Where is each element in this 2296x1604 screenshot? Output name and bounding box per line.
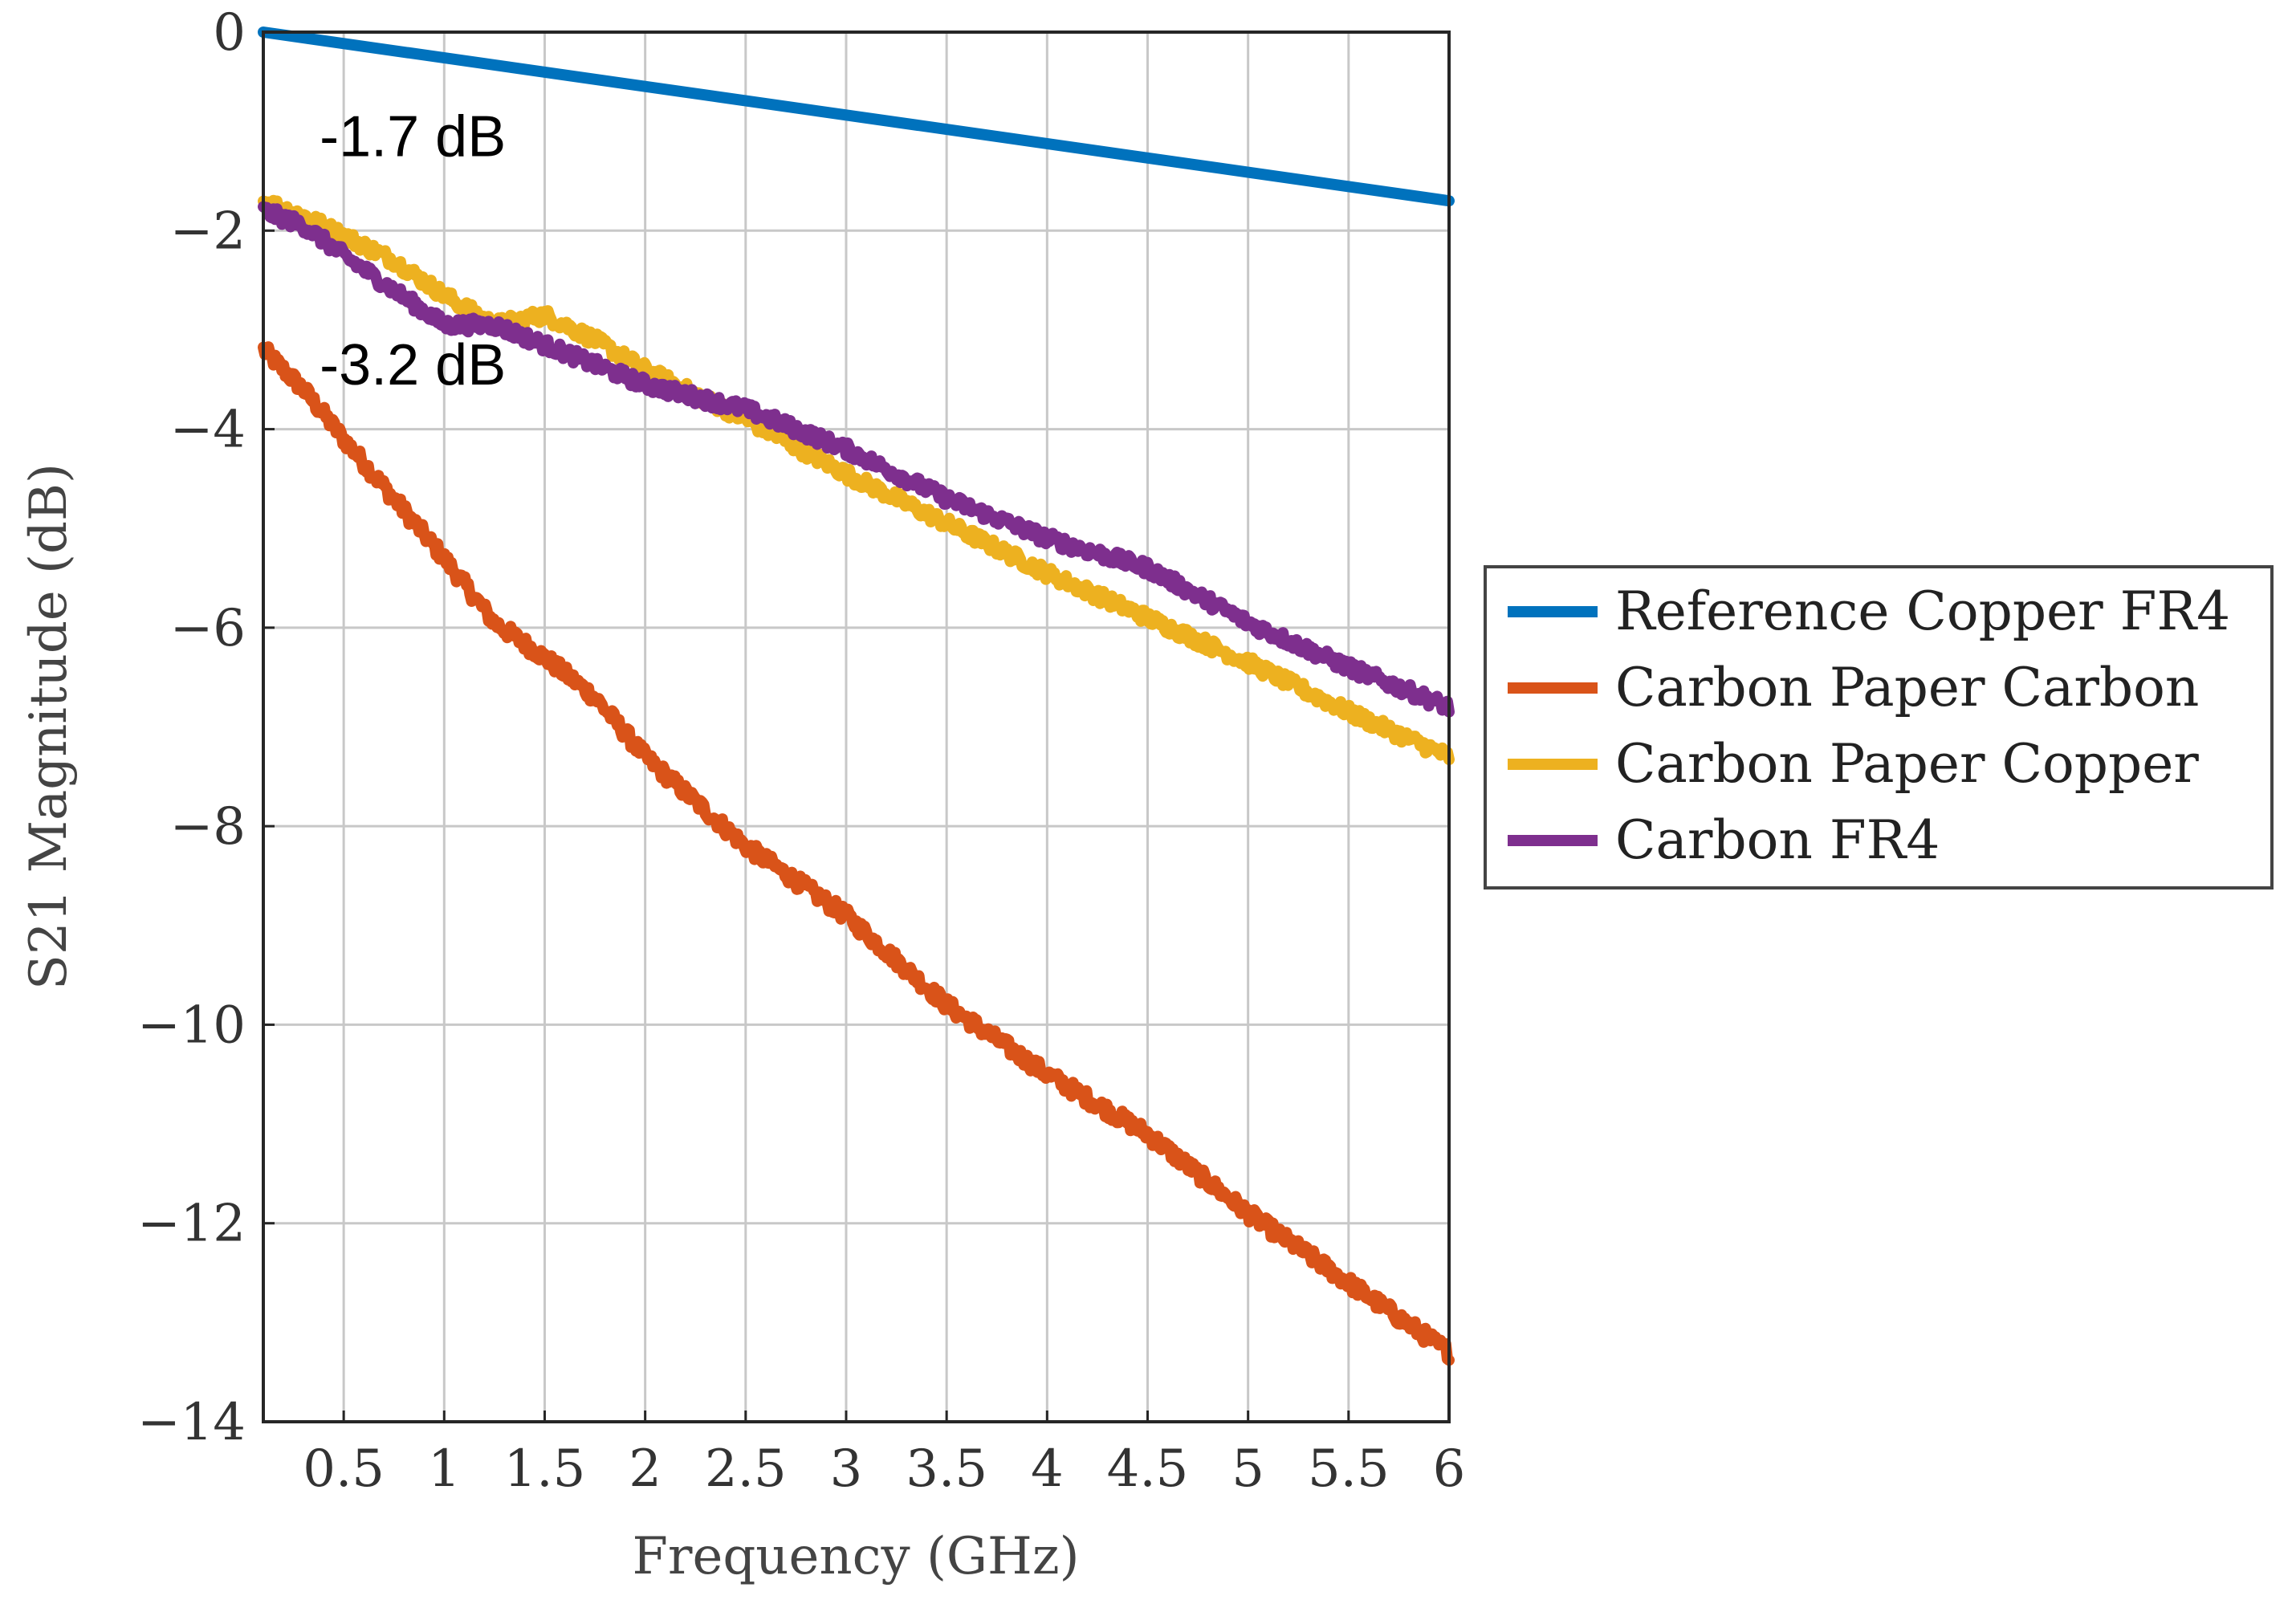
x-axis-label: Frequency (GHz)	[632, 1527, 1079, 1586]
x-tick-label: 4	[1031, 1439, 1064, 1499]
plot-frame	[262, 31, 1451, 1423]
y-tick-label: −12	[137, 1195, 246, 1254]
y-tick-label: −6	[170, 599, 246, 658]
x-axis-ticks: 0.5 1 1.5 2 2.5 3 3.5 4 4.5 5 5.5 6	[303, 1411, 1465, 1499]
annotations: -1.7 dB -3.2 dB	[320, 105, 506, 397]
legend-label-4: Carbon FR4	[1615, 809, 1940, 871]
x-tick-label: 1.5	[504, 1439, 586, 1499]
annotation-label-1: -1.7 dB	[320, 105, 506, 169]
y-axis-ticks: 0 −2 −4 −6 −8 −10 −12 −14	[137, 3, 275, 1452]
grid	[263, 31, 1451, 1423]
x-tick-label: 0.5	[303, 1439, 385, 1499]
x-tick-label: 5.5	[1308, 1439, 1390, 1499]
x-tick-label: 6	[1433, 1439, 1466, 1499]
legend-label-1: Reference Copper FR4	[1615, 580, 2230, 642]
y-tick-label: −14	[137, 1393, 246, 1452]
series-line-2	[258, 341, 1455, 1366]
y-tick-label: −2	[170, 202, 246, 261]
annotation-label-2: -3.2 dB	[320, 333, 506, 397]
series-line-3	[258, 194, 1455, 766]
y-tick-label: −4	[170, 401, 246, 460]
y-tick-label: −10	[137, 995, 246, 1055]
x-tick-label: 1	[428, 1439, 461, 1499]
legend: Reference Copper FR4 Carbon Paper Carbon C…	[1484, 565, 2274, 890]
y-axis-label: S21 Magnitude (dB)	[19, 463, 79, 990]
x-tick-label: 4.5	[1107, 1439, 1189, 1499]
x-tick-label: 3	[830, 1439, 863, 1499]
legend-label-2: Carbon Paper Carbon	[1615, 657, 2199, 719]
legend-box	[1484, 565, 2274, 890]
x-tick-label: 3.5	[906, 1439, 987, 1499]
y-tick-label: 0	[213, 3, 246, 63]
series-layer	[258, 26, 1455, 1366]
x-tick-label: 2	[629, 1439, 662, 1499]
series-line-4	[258, 201, 1455, 718]
legend-label-3: Carbon Paper Copper	[1615, 733, 2199, 795]
series-line-1	[258, 26, 1455, 207]
y-tick-label: −8	[170, 797, 246, 857]
x-tick-label: 2.5	[705, 1439, 787, 1499]
x-tick-label: 5	[1231, 1439, 1264, 1499]
